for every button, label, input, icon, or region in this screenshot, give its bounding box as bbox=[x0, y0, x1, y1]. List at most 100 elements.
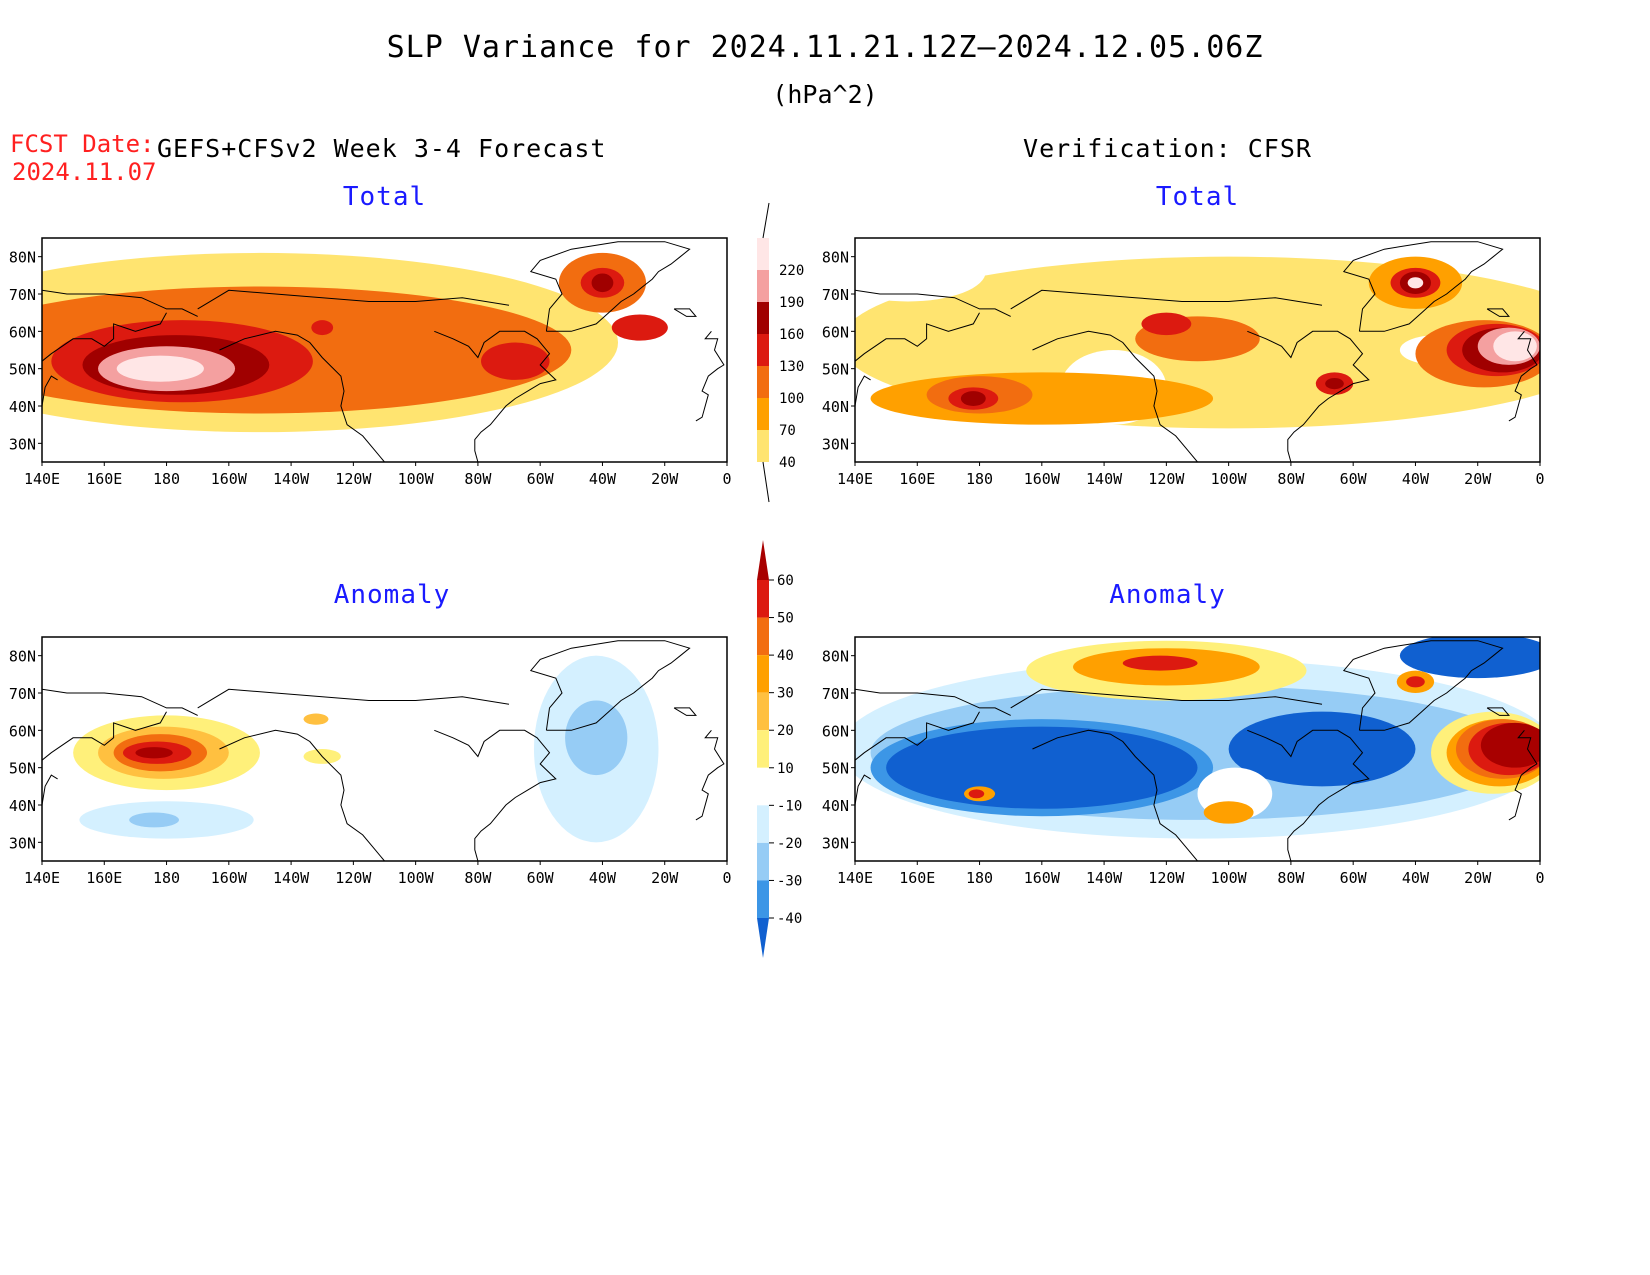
coastline bbox=[42, 289, 198, 317]
main-units: (hPa^2) bbox=[772, 80, 878, 109]
field-contour-blob bbox=[129, 812, 179, 828]
coastlines bbox=[855, 640, 1538, 861]
coastline bbox=[42, 375, 58, 407]
coastline bbox=[1342, 640, 1504, 731]
lat-label: 60N bbox=[9, 323, 36, 341]
lon-label: 100W bbox=[1211, 470, 1248, 488]
lat-label: 40N bbox=[9, 398, 36, 416]
colorbar-segment bbox=[757, 580, 769, 618]
lat-label: 80N bbox=[822, 249, 849, 267]
field-contour-blob bbox=[886, 726, 1198, 809]
colorbar-segment bbox=[757, 334, 769, 366]
field-contour-blob bbox=[1407, 277, 1424, 289]
main-title: SLP Variance for 2024.11.21.12Z—2024.12.… bbox=[386, 30, 1264, 65]
lon-label: 20W bbox=[651, 470, 679, 488]
field-contour-blob bbox=[870, 372, 1214, 425]
lon-label: 100W bbox=[1211, 869, 1248, 887]
lat-label: 70N bbox=[9, 286, 36, 304]
colorbar-segment bbox=[757, 842, 769, 881]
field-contour-blob bbox=[565, 700, 628, 776]
lat-label: 80N bbox=[9, 249, 36, 267]
colorbar-segment bbox=[757, 430, 769, 462]
coastline bbox=[855, 688, 1011, 716]
coastline bbox=[855, 312, 980, 362]
coastline bbox=[695, 330, 725, 422]
lat-label: 80N bbox=[9, 648, 36, 666]
lon-label: 120W bbox=[335, 869, 372, 887]
lon-label: 0 bbox=[1535, 869, 1544, 887]
colorbar-label: 50 bbox=[777, 611, 794, 627]
colorbar-cap-line bbox=[762, 202, 770, 239]
coastline bbox=[855, 289, 1011, 317]
lat-label: 70N bbox=[822, 286, 849, 304]
lat-label: 80N bbox=[822, 648, 849, 666]
lon-label: 60W bbox=[1340, 869, 1368, 887]
coastline bbox=[673, 707, 697, 716]
lon-label: 160E bbox=[899, 470, 935, 488]
colorbar-segment bbox=[757, 805, 769, 843]
map-panel-bottom-left: 80N 70N 60N 50N 40N 30N 140E 160E 180 160W 140W 120… bbox=[9, 636, 732, 887]
colorbar-label: 40 bbox=[777, 648, 794, 664]
lon-label: 160W bbox=[1024, 470, 1061, 488]
lon-label: 60W bbox=[527, 869, 555, 887]
field-contour-blob bbox=[1203, 801, 1254, 824]
panel-frame bbox=[41, 237, 728, 463]
field-contour-blob bbox=[135, 747, 173, 759]
map-panel-top-right: 80N 70N 60N 50N 40N 30N 140E 160E 180 160W 140W 120… bbox=[822, 237, 1545, 488]
lon-label: 140E bbox=[837, 470, 873, 488]
lon-label: 140E bbox=[837, 869, 873, 887]
lon-label: 80W bbox=[464, 869, 492, 887]
lon-label: 180 bbox=[153, 470, 180, 488]
field-contour-blob bbox=[1141, 312, 1192, 336]
fcst-date-label: FCST Date: bbox=[10, 130, 155, 158]
forecast-header: GEFS+CFSv2 Week 3-4 Forecast bbox=[157, 134, 607, 163]
colorbar-label: -40 bbox=[777, 911, 802, 927]
lon-label: 0 bbox=[722, 470, 731, 488]
colorbar-segment bbox=[757, 238, 769, 270]
lat-label: 50N bbox=[9, 361, 36, 379]
colorbar-label: 60 bbox=[777, 573, 794, 589]
lon-label: 140E bbox=[24, 869, 60, 887]
coastline bbox=[42, 688, 198, 716]
lon-label: 40W bbox=[1402, 869, 1430, 887]
lon-label: 160E bbox=[899, 869, 935, 887]
field-contour-blob bbox=[611, 314, 668, 341]
colorbar-label: 10 bbox=[777, 761, 794, 777]
lat-label: 40N bbox=[822, 398, 849, 416]
coastline bbox=[1508, 330, 1538, 422]
verification-header: Verification: CFSR bbox=[1023, 134, 1312, 163]
shaded-field bbox=[855, 637, 1540, 839]
lon-label: 140W bbox=[273, 869, 310, 887]
panel-title-verification-total: Total bbox=[1155, 182, 1240, 212]
colorbar-segment bbox=[757, 880, 769, 918]
lon-label: 160W bbox=[211, 470, 248, 488]
lon-label: 80W bbox=[464, 470, 492, 488]
lon-label: 160E bbox=[86, 869, 122, 887]
total-colorbar: 220 190 160 130 100 70 40 bbox=[757, 202, 804, 503]
coastline bbox=[1342, 241, 1504, 332]
map-panel-top-left: 80N 70N 60N 50N 40N 30N 140E 160E 180 160W 140W 120… bbox=[9, 237, 732, 488]
lat-label: 30N bbox=[822, 435, 849, 453]
coastline bbox=[1010, 688, 1323, 709]
shaded-field bbox=[42, 252, 668, 433]
lat-label: 50N bbox=[822, 760, 849, 778]
field-contour-blob bbox=[1122, 655, 1198, 671]
lon-label: 120W bbox=[1148, 869, 1185, 887]
coastline bbox=[1247, 729, 1370, 861]
lat-label: 60N bbox=[9, 722, 36, 740]
map-panel-bottom-right: 80N 70N 60N 50N 40N 30N 140E 160E 180 160W 140W 120… bbox=[822, 636, 1545, 887]
coastline bbox=[1032, 729, 1198, 861]
coastline bbox=[42, 774, 58, 806]
coastlines bbox=[42, 241, 725, 462]
panel-frame bbox=[854, 237, 1541, 463]
colorbar-label: 30 bbox=[777, 686, 794, 702]
lon-label: 60W bbox=[1340, 470, 1368, 488]
field-contour-blob bbox=[1406, 676, 1425, 688]
coastline bbox=[1032, 330, 1198, 462]
field-contour-blob bbox=[1493, 331, 1537, 362]
coastline bbox=[529, 241, 691, 332]
lat-label: 30N bbox=[822, 834, 849, 852]
coastline bbox=[42, 312, 167, 362]
lon-label: 180 bbox=[966, 470, 993, 488]
